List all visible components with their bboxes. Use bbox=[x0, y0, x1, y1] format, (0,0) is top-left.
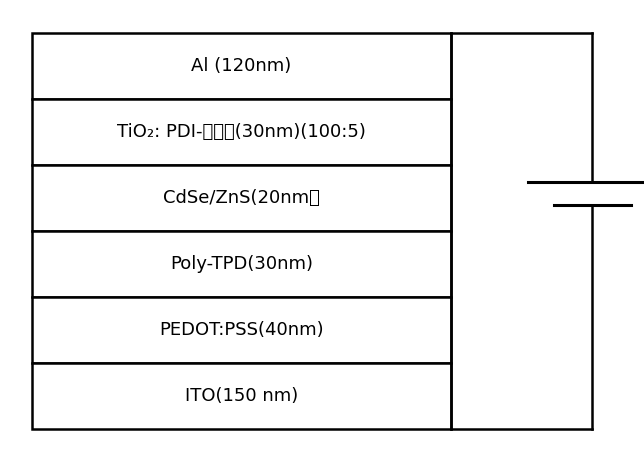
Text: Poly-TPD(30nm): Poly-TPD(30nm) bbox=[170, 255, 313, 273]
Bar bbox=[32, 33, 451, 99]
Bar bbox=[32, 363, 451, 429]
Text: CdSe/ZnS(20nm）: CdSe/ZnS(20nm） bbox=[163, 189, 320, 207]
Bar bbox=[32, 99, 451, 165]
Bar bbox=[32, 231, 451, 297]
Text: PEDOT:PSS(40nm): PEDOT:PSS(40nm) bbox=[159, 321, 324, 339]
Bar bbox=[32, 297, 451, 363]
Text: Al (120nm): Al (120nm) bbox=[191, 57, 292, 75]
Text: ITO(150 nm): ITO(150 nm) bbox=[185, 387, 298, 405]
Bar bbox=[32, 165, 451, 231]
Text: TiO₂: PDI-衍生物(30nm)(100:5): TiO₂: PDI-衍生物(30nm)(100:5) bbox=[117, 123, 366, 141]
